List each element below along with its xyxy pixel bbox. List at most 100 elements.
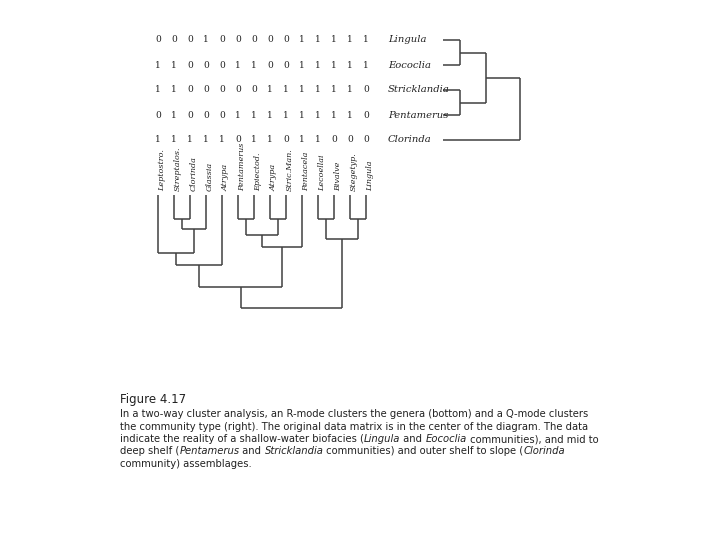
Text: 1: 1 [315,36,321,44]
Text: and: and [400,434,426,444]
Text: 0: 0 [187,60,193,70]
Text: 1: 1 [315,60,321,70]
Text: 0: 0 [251,85,257,94]
Text: 1: 1 [155,60,161,70]
Text: 0: 0 [219,36,225,44]
Text: Lingula: Lingula [366,160,374,191]
Text: 1: 1 [171,136,177,145]
Text: 0: 0 [219,85,225,94]
Text: 1: 1 [331,85,337,94]
Text: 1: 1 [171,60,177,70]
Text: 0: 0 [363,85,369,94]
Text: 0: 0 [235,36,241,44]
Text: 0: 0 [363,111,369,119]
Text: communities), and mid to: communities), and mid to [467,434,598,444]
Text: Epiectod.: Epiectod. [254,152,262,191]
Text: Clorinda: Clorinda [190,156,198,191]
Text: 1: 1 [299,60,305,70]
Text: Pentacela: Pentacela [302,152,310,191]
Text: Figure 4.17: Figure 4.17 [120,393,186,406]
Text: 1: 1 [251,111,257,119]
Text: Pentamerus: Pentamerus [388,111,449,119]
Text: Glassia: Glassia [206,162,214,191]
Text: 1: 1 [267,85,273,94]
Text: Clorinda: Clorinda [388,136,432,145]
Text: 1: 1 [283,85,289,94]
Text: 1: 1 [235,60,241,70]
Text: In a two-way cluster analysis, an R-mode clusters the genera (bottom) and a Q-mo: In a two-way cluster analysis, an R-mode… [120,409,588,419]
Text: the community type (right). The original data matrix is in the center of the dia: the community type (right). The original… [120,422,588,431]
Text: 1: 1 [299,136,305,145]
Text: Leptostro.: Leptostro. [158,149,166,191]
Text: 0: 0 [171,36,177,44]
Text: 1: 1 [363,60,369,70]
Text: 0: 0 [267,36,273,44]
Text: 0: 0 [251,36,257,44]
Text: 0: 0 [155,111,161,119]
Text: community) assemblages.: community) assemblages. [120,459,252,469]
Text: 1: 1 [235,111,241,119]
Text: 0: 0 [219,60,225,70]
Text: 1: 1 [219,136,225,145]
Text: 0: 0 [283,136,289,145]
Text: Stegetyp.: Stegetyp. [350,152,358,191]
Text: 1: 1 [283,111,289,119]
Text: Pentamerus: Pentamerus [179,447,239,456]
Text: Stric.Man.: Stric.Man. [286,148,294,191]
Text: 1: 1 [251,60,257,70]
Text: 1: 1 [299,36,305,44]
Text: 1: 1 [347,111,353,119]
Text: Atrypa: Atrypa [222,164,230,191]
Text: 1: 1 [363,36,369,44]
Text: deep shelf (: deep shelf ( [120,447,179,456]
Text: indicate the reality of a shallow-water biofacies (: indicate the reality of a shallow-water … [120,434,364,444]
Text: 1: 1 [315,85,321,94]
Text: 0: 0 [187,36,193,44]
Text: 1: 1 [315,136,321,145]
Text: 0: 0 [267,60,273,70]
Text: 0: 0 [283,36,289,44]
Text: 1: 1 [347,60,353,70]
Text: 1: 1 [331,111,337,119]
Text: 1: 1 [299,111,305,119]
Text: 0: 0 [203,60,209,70]
Text: Lingula: Lingula [364,434,400,444]
Text: Pentamerus: Pentamerus [238,143,246,191]
Text: 1: 1 [299,85,305,94]
Text: 0: 0 [363,136,369,145]
Text: 0: 0 [187,85,193,94]
Text: 0: 0 [155,36,161,44]
Text: 0: 0 [347,136,353,145]
Text: 1: 1 [331,36,337,44]
Text: 1: 1 [155,136,161,145]
Text: 0: 0 [203,85,209,94]
Text: 0: 0 [331,136,337,145]
Text: 1: 1 [347,36,353,44]
Text: Eococlia: Eococlia [388,60,431,70]
Text: 0: 0 [283,60,289,70]
Text: Streptalos.: Streptalos. [174,146,182,191]
Text: 1: 1 [267,111,273,119]
Text: Stricklandia: Stricklandia [264,447,323,456]
Text: 1: 1 [251,136,257,145]
Text: 1: 1 [171,111,177,119]
Text: and: and [239,447,264,456]
Text: 1: 1 [203,36,209,44]
Text: 0: 0 [235,136,241,145]
Text: Eococlia: Eococlia [426,434,467,444]
Text: Atrypa: Atrypa [270,164,278,191]
Text: 1: 1 [315,111,321,119]
Text: 1: 1 [331,60,337,70]
Text: 0: 0 [203,111,209,119]
Text: Bivalve: Bivalve [334,161,342,191]
Text: 0: 0 [219,111,225,119]
Text: communities) and outer shelf to slope (: communities) and outer shelf to slope ( [323,447,523,456]
Text: Lecoellai: Lecoellai [318,154,326,191]
Text: Lingula: Lingula [388,36,426,44]
Text: 0: 0 [187,111,193,119]
Text: 1: 1 [347,85,353,94]
Text: 0: 0 [235,85,241,94]
Text: 1: 1 [187,136,193,145]
Text: 1: 1 [155,85,161,94]
Text: 1: 1 [203,136,209,145]
